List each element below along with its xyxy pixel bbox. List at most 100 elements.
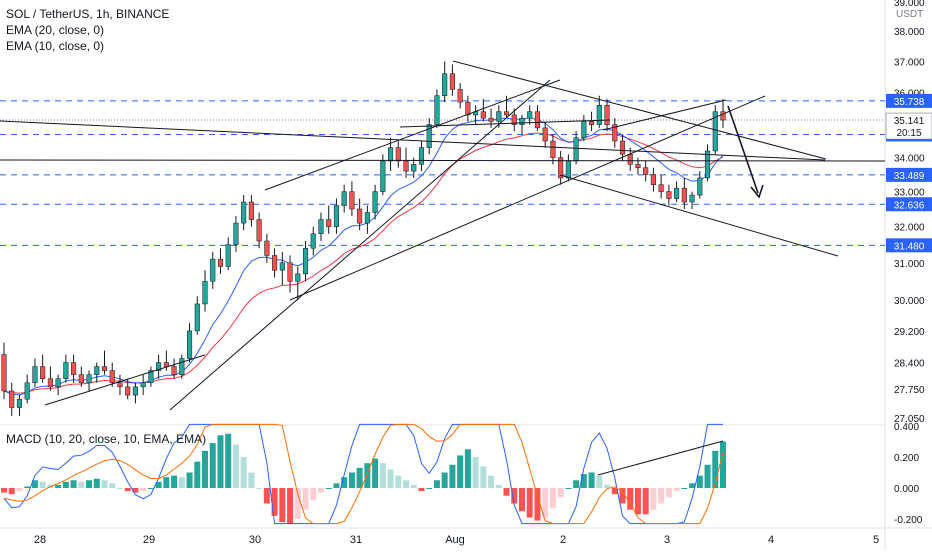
ema20-line bbox=[3, 132, 724, 394]
candle-up bbox=[674, 187, 680, 199]
ema20-legend[interactable]: EMA (20, close, 0) bbox=[6, 23, 105, 37]
macd-histogram-bar bbox=[24, 486, 31, 488]
candle-down bbox=[163, 362, 169, 367]
current-price-badge bbox=[885, 112, 932, 140]
macd-histogram-bar bbox=[720, 441, 726, 488]
time-tick-label: 28 bbox=[34, 534, 46, 546]
symbol-legend[interactable]: SOL / TetherUS, 1h, BINANCE bbox=[6, 7, 170, 21]
trendline bbox=[169, 79, 551, 411]
macd-tick-label: 0.000 bbox=[894, 484, 919, 495]
candle-down bbox=[465, 101, 471, 116]
candle-countdown-label: 20:15 bbox=[896, 128, 921, 139]
macd-histogram-bar bbox=[403, 480, 410, 488]
ema10-legend[interactable]: EMA (10, close, 0) bbox=[6, 39, 105, 53]
price-tick-label: 30.000 bbox=[894, 296, 925, 307]
macd-histogram-bar bbox=[132, 488, 139, 493]
trendline bbox=[559, 174, 839, 257]
candle-down bbox=[47, 378, 53, 388]
macd-histogram-bar bbox=[658, 488, 665, 504]
macd-histogram-bar bbox=[263, 488, 270, 504]
candle-down bbox=[171, 366, 177, 375]
macd-histogram-bar bbox=[171, 475, 178, 488]
macd-histogram-bar bbox=[673, 488, 680, 492]
candle-down bbox=[550, 140, 556, 158]
candle-down bbox=[125, 386, 131, 396]
trendline bbox=[264, 79, 561, 191]
macd-histogram-bar bbox=[31, 480, 38, 488]
candle-up bbox=[202, 281, 208, 305]
macd-histogram-bar bbox=[124, 488, 131, 492]
macd-histogram-bar bbox=[410, 484, 417, 488]
candle-down bbox=[681, 187, 687, 203]
macd-histogram-bar bbox=[317, 488, 324, 493]
trendline bbox=[0, 159, 886, 162]
candle-down bbox=[604, 105, 610, 125]
macd-histogram-bar bbox=[70, 480, 77, 488]
macd-histogram-bar bbox=[302, 488, 309, 510]
candle-up bbox=[156, 362, 162, 371]
candle-down bbox=[256, 219, 262, 242]
candle-up bbox=[194, 303, 200, 332]
macd-histogram-bar bbox=[580, 474, 587, 488]
candle-up bbox=[697, 177, 703, 196]
time-tick-label: 29 bbox=[143, 534, 155, 546]
macd-histogram-bar bbox=[62, 481, 69, 488]
candle-up bbox=[496, 111, 502, 122]
price-tick-label: 38.000 bbox=[894, 27, 925, 38]
candle-up bbox=[364, 212, 370, 224]
candle-up bbox=[186, 330, 193, 359]
macd-histogram-bar bbox=[573, 480, 580, 488]
candle-up bbox=[411, 164, 417, 172]
candle-up bbox=[63, 362, 69, 379]
macd-histogram-bar bbox=[681, 488, 688, 489]
macd-histogram-bar bbox=[186, 472, 193, 488]
macd-legend[interactable]: MACD (10, 20, close, 10, EMA, EMA) bbox=[6, 432, 207, 446]
candle-up bbox=[179, 358, 185, 375]
macd-histogram-bar bbox=[480, 466, 487, 488]
macd-histogram-bar bbox=[225, 433, 232, 488]
macd-tick-label: 0.200 bbox=[894, 453, 919, 464]
candle-down bbox=[720, 111, 726, 121]
macd-histogram-bar bbox=[696, 475, 703, 488]
divergence-trendline bbox=[597, 440, 724, 476]
macd-histogram-bar bbox=[627, 488, 634, 510]
candles bbox=[1, 61, 726, 416]
macd-histogram-bar bbox=[449, 464, 456, 488]
candle-up bbox=[333, 205, 339, 227]
candle-down bbox=[349, 191, 355, 210]
candle-up bbox=[225, 244, 231, 267]
ema10-line bbox=[3, 117, 724, 396]
macd-histogram-bar bbox=[665, 488, 672, 498]
macd-histogram-bar bbox=[1, 488, 7, 493]
candle-down bbox=[558, 157, 564, 179]
candle-up bbox=[442, 73, 448, 96]
candle-down bbox=[666, 191, 672, 199]
macd-histogram-bar bbox=[596, 475, 603, 488]
candle-up bbox=[573, 137, 579, 162]
candle-down bbox=[1, 354, 7, 392]
macd-histogram-bar bbox=[271, 488, 278, 516]
macd-pane: -0.200 0.000 0.200 0.400 bbox=[1, 422, 923, 526]
signal-line bbox=[3, 423, 724, 525]
macd-histogram-bar bbox=[518, 488, 525, 512]
candle-down bbox=[9, 390, 15, 408]
candle-up bbox=[519, 117, 525, 125]
candle-up bbox=[94, 366, 100, 375]
time-tick-label: 31 bbox=[350, 534, 362, 546]
candle-down bbox=[71, 362, 77, 375]
trendline bbox=[452, 60, 827, 160]
trendline bbox=[289, 95, 766, 301]
macd-histogram-bar bbox=[341, 477, 348, 488]
candle-down bbox=[480, 111, 486, 119]
price-tick-label: 34.000 bbox=[894, 154, 925, 165]
candle-up bbox=[434, 95, 440, 125]
candle-down bbox=[627, 154, 633, 165]
candle-down bbox=[403, 160, 409, 172]
macd-histogram-bar bbox=[511, 488, 518, 504]
macd-histogram-bar bbox=[333, 483, 340, 488]
candle-down bbox=[643, 167, 649, 175]
macd-histogram-bar bbox=[704, 464, 711, 488]
